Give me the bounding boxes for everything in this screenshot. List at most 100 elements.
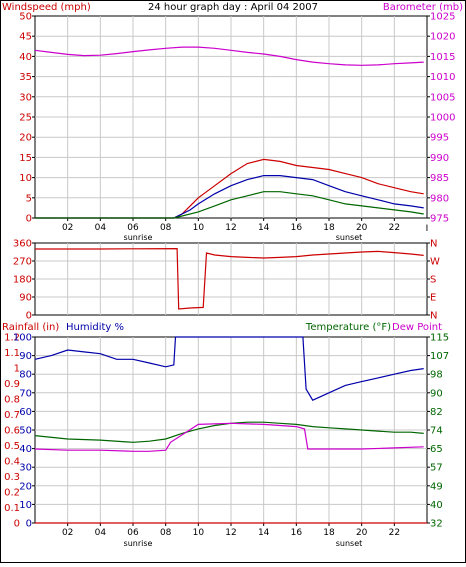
y-tick-label: 20 — [19, 133, 32, 144]
series-line-wind-avg — [35, 175, 424, 219]
y-tick-label: 270 — [13, 257, 32, 268]
rain-tick-label: 0 — [14, 519, 20, 530]
y-tick-label: S — [430, 275, 436, 286]
rain-tick-label: 1 — [14, 364, 20, 375]
rain-tick-label: 0.9 — [4, 379, 20, 390]
series-line-barometer — [34, 46, 424, 66]
y-tick-label: 35 — [19, 72, 32, 83]
barometer-axis-label: Barometer (mb) — [383, 2, 463, 13]
x-tick-label: 06 — [127, 528, 139, 538]
rain-humidity-temperature-panel: 0 0.1 0.2 0.3 0.4 0.5 0.6 0.7 0.8 0.9 1 1.1 1.2 0 10 2… — [4, 333, 449, 549]
x-tick-label: 16 — [291, 223, 303, 233]
x-tick-label: 08 — [160, 223, 172, 233]
x-tick-label: 20 — [356, 528, 368, 538]
y-tick-label: 90 — [430, 388, 443, 399]
x-tick-label: 04 — [95, 223, 107, 233]
rainfall-axis-label: Rainfall (in) — [2, 322, 59, 333]
x-tick-label: 18 — [323, 528, 335, 538]
y-tick-label: 57 — [430, 463, 443, 474]
series-line-temperature — [34, 421, 424, 443]
x-tick-label: 10 — [193, 223, 205, 233]
sunset-label-bottom: sunset — [336, 539, 363, 548]
rain-tick-label: 0.6 — [4, 426, 20, 437]
y-tick-label: 0 — [26, 214, 32, 225]
y-tick-label: 10 — [19, 173, 32, 184]
x-tick-label: 04 — [95, 528, 107, 538]
x-tick-label: 02 — [62, 223, 73, 233]
y-tick-label: 30 — [19, 463, 32, 474]
y-tick-label: 0 — [26, 519, 32, 530]
y-tick-label: 20 — [19, 481, 32, 492]
y-tick-label: 360 — [13, 239, 32, 250]
x-tick-label: 18 — [323, 223, 335, 233]
series-line-wind-speed — [35, 191, 424, 219]
y-tick-label: 50 — [19, 426, 32, 437]
sunset-label-top: sunset — [336, 233, 363, 242]
y-tick-label: 975 — [430, 214, 449, 225]
y-tick-label: 15 — [19, 153, 32, 164]
y-tick-label: N — [430, 239, 437, 250]
y-tick-label: 60 — [19, 407, 32, 418]
y-tick-label: 115 — [430, 333, 449, 344]
y-tick-label: 5 — [26, 193, 32, 204]
y-tick-label: 82 — [430, 407, 443, 418]
y-tick-label: 990 — [430, 153, 449, 164]
series-line-wind-gust — [35, 158, 424, 219]
y-tick-label: 1005 — [430, 92, 455, 103]
y-tick-label: 50 — [19, 12, 32, 23]
rain-tick-label: 1.1 — [4, 348, 20, 359]
y-tick-label: E — [430, 293, 436, 304]
sunrise-label-bottom: sunrise — [124, 539, 153, 548]
x-tick-label: 10 — [193, 528, 205, 538]
y-tick-label: 1010 — [430, 72, 455, 83]
x-tick-label: 22 — [389, 528, 400, 538]
y-tick-label: 40 — [19, 52, 32, 63]
y-tick-label: 995 — [430, 133, 449, 144]
x-tick-label: 20 — [356, 223, 368, 233]
x-tick-label: 16 — [291, 528, 303, 538]
series-line-direction — [35, 247, 424, 310]
y-tick-label: 30 — [19, 92, 32, 103]
rain-tick-label: 0.5 — [4, 441, 20, 452]
rain-tick-label: 0.2 — [4, 488, 20, 499]
sunrise-label-top: sunrise — [124, 233, 153, 242]
y-tick-label: 1015 — [430, 52, 455, 63]
y-tick-label: 80 — [19, 370, 32, 381]
x-tick-label: 14 — [258, 223, 270, 233]
x-tick-label: 22 — [389, 223, 400, 233]
y-tick-label: N — [430, 311, 437, 322]
y-tick-label: 98 — [430, 370, 443, 381]
y-tick-label: 980 — [430, 193, 449, 204]
y-tick-label: 1025 — [430, 12, 455, 23]
y-tick-label: W — [430, 257, 440, 268]
y-tick-label: 10 — [19, 500, 32, 511]
y-tick-label: 32 — [430, 519, 443, 530]
y-tick-label: 25 — [19, 113, 32, 124]
rain-tick-label: 0.1 — [4, 503, 20, 514]
y-tick-label: 70 — [19, 388, 32, 399]
chart-title: 24 hour graph day : April 04 2007 — [148, 2, 318, 13]
x-tick-label: 14 — [258, 528, 270, 538]
rain-tick-label: 1.2 — [4, 333, 20, 344]
x-tick-label: 12 — [225, 223, 236, 233]
x-axis-end-label: I — [426, 224, 429, 234]
y-tick-label: 1000 — [430, 113, 455, 124]
humidity-axis-label: Humidity % — [66, 322, 124, 333]
temperature-axis-label: Temperature (°F) — [305, 322, 391, 333]
y-tick-label: 100 — [13, 333, 32, 344]
y-tick-label: 180 — [13, 275, 32, 286]
y-tick-label: 65 — [430, 444, 443, 455]
windspeed-axis-label: Windspeed (mph) — [2, 2, 91, 13]
dewpoint-axis-label: Dew Point — [392, 322, 442, 333]
x-tick-label: 02 — [62, 528, 73, 538]
y-tick-label: 74 — [430, 426, 443, 437]
y-tick-label: 0 — [26, 311, 32, 322]
x-tick-label: 12 — [225, 528, 236, 538]
y-tick-label: 90 — [19, 293, 32, 304]
rain-tick-label: 0.7 — [4, 410, 20, 421]
y-tick-label: 985 — [430, 173, 449, 184]
rain-tick-label: 0.8 — [4, 395, 20, 406]
